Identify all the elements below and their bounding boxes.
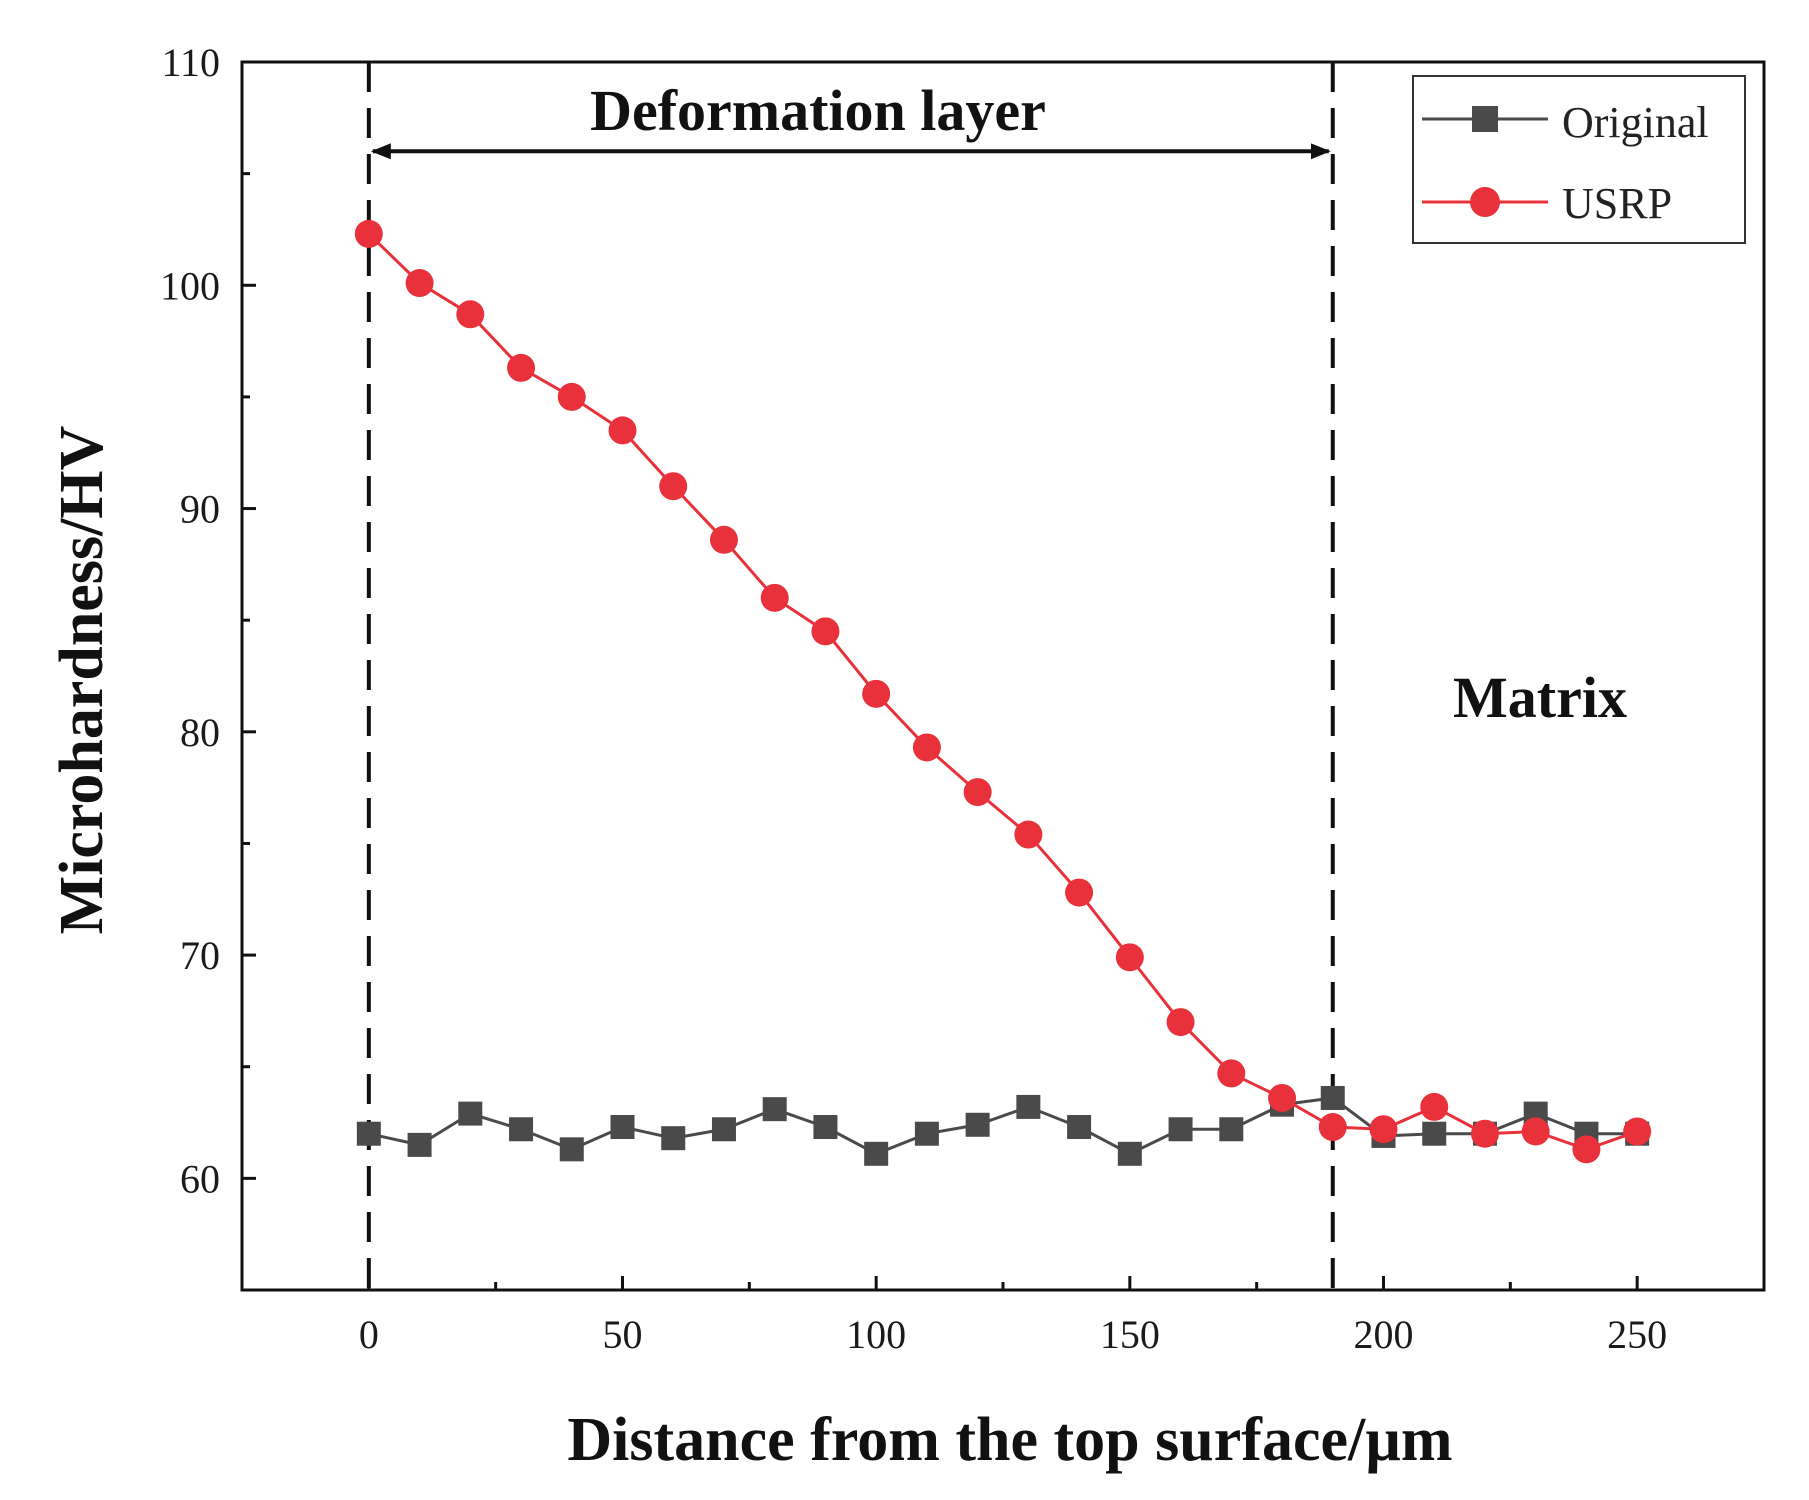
data-point-original	[711, 1117, 736, 1142]
data-point-usrp	[1369, 1115, 1398, 1144]
x-tick-label: 200	[1354, 1312, 1414, 1357]
data-point-original	[762, 1097, 787, 1122]
data-point-original	[509, 1117, 534, 1142]
data-point-usrp	[1166, 1008, 1195, 1037]
data-point-original	[1117, 1141, 1142, 1166]
data-point-usrp	[507, 353, 536, 382]
data-point-usrp	[811, 617, 840, 646]
x-tick-label: 50	[603, 1312, 643, 1357]
data-point-original	[1067, 1115, 1092, 1140]
deformation-layer-label: Deformation layer	[590, 78, 1046, 143]
data-point-original	[1422, 1121, 1447, 1146]
data-point-original	[1016, 1094, 1041, 1119]
x-tick-label: 100	[846, 1312, 906, 1357]
data-point-usrp	[1318, 1113, 1347, 1142]
y-tick-label: 110	[161, 40, 220, 85]
data-point-usrp	[760, 583, 789, 612]
y-tick-label: 90	[180, 487, 220, 532]
data-point-original	[458, 1101, 483, 1126]
legend-usrp-marker	[1470, 187, 1500, 217]
x-tick-label: 250	[1607, 1312, 1667, 1357]
data-point-usrp	[709, 525, 738, 554]
x-axis-title: Distance from the top surface/µm	[567, 1406, 1452, 1474]
data-point-usrp	[1065, 878, 1094, 907]
data-point-usrp	[862, 679, 891, 708]
legend-usrp-label: USRP	[1562, 179, 1672, 228]
data-point-usrp	[963, 778, 992, 807]
data-point-original	[864, 1141, 889, 1166]
data-point-original	[661, 1126, 686, 1151]
data-point-original	[965, 1112, 990, 1137]
data-point-usrp	[1115, 943, 1144, 972]
matrix-label: Matrix	[1453, 665, 1627, 730]
y-axis-ticks: 60 70 80 90 100 110	[160, 40, 256, 1292]
y-axis-title: Microhardness/HV	[48, 425, 116, 934]
legend-box	[1412, 75, 1746, 244]
data-point-usrp	[1623, 1117, 1652, 1146]
data-point-original	[1168, 1117, 1193, 1142]
series-line-usrp	[367, 232, 1638, 1151]
data-point-usrp	[659, 472, 688, 501]
data-point-usrp	[1420, 1092, 1449, 1121]
legend-original-marker	[1472, 106, 1498, 132]
y-tick-label: 80	[180, 710, 220, 755]
data-point-usrp	[1268, 1083, 1297, 1112]
data-point-usrp	[1521, 1117, 1550, 1146]
y-tick-label: 70	[180, 933, 220, 978]
data-point-original	[559, 1137, 584, 1162]
data-point-usrp	[1470, 1119, 1499, 1148]
legend-original-label: Original	[1562, 98, 1709, 147]
x-axis-ticks: 0 50 100 150 200 250	[359, 1276, 1667, 1357]
legend: Original USRP	[1412, 75, 1746, 244]
data-point-usrp	[557, 382, 586, 411]
data-point-usrp	[1217, 1059, 1246, 1088]
data-point-original	[407, 1132, 432, 1157]
y-tick-label: 100	[160, 263, 220, 308]
data-point-usrp	[1572, 1135, 1601, 1164]
data-point-original	[356, 1121, 381, 1146]
data-point-original	[610, 1115, 635, 1140]
series-layer	[354, 219, 1652, 1166]
x-tick-label: 150	[1100, 1312, 1160, 1357]
data-point-usrp	[354, 219, 383, 248]
data-point-usrp	[405, 269, 434, 298]
data-point-usrp	[456, 300, 485, 329]
data-point-usrp	[608, 416, 637, 445]
data-point-usrp	[912, 733, 941, 762]
data-point-original	[813, 1115, 838, 1140]
y-tick-label: 60	[180, 1156, 220, 1201]
data-point-original	[1219, 1117, 1244, 1142]
data-point-usrp	[1014, 820, 1043, 849]
x-tick-label: 0	[359, 1312, 379, 1357]
data-point-original	[1320, 1085, 1345, 1110]
data-point-original	[914, 1121, 939, 1146]
